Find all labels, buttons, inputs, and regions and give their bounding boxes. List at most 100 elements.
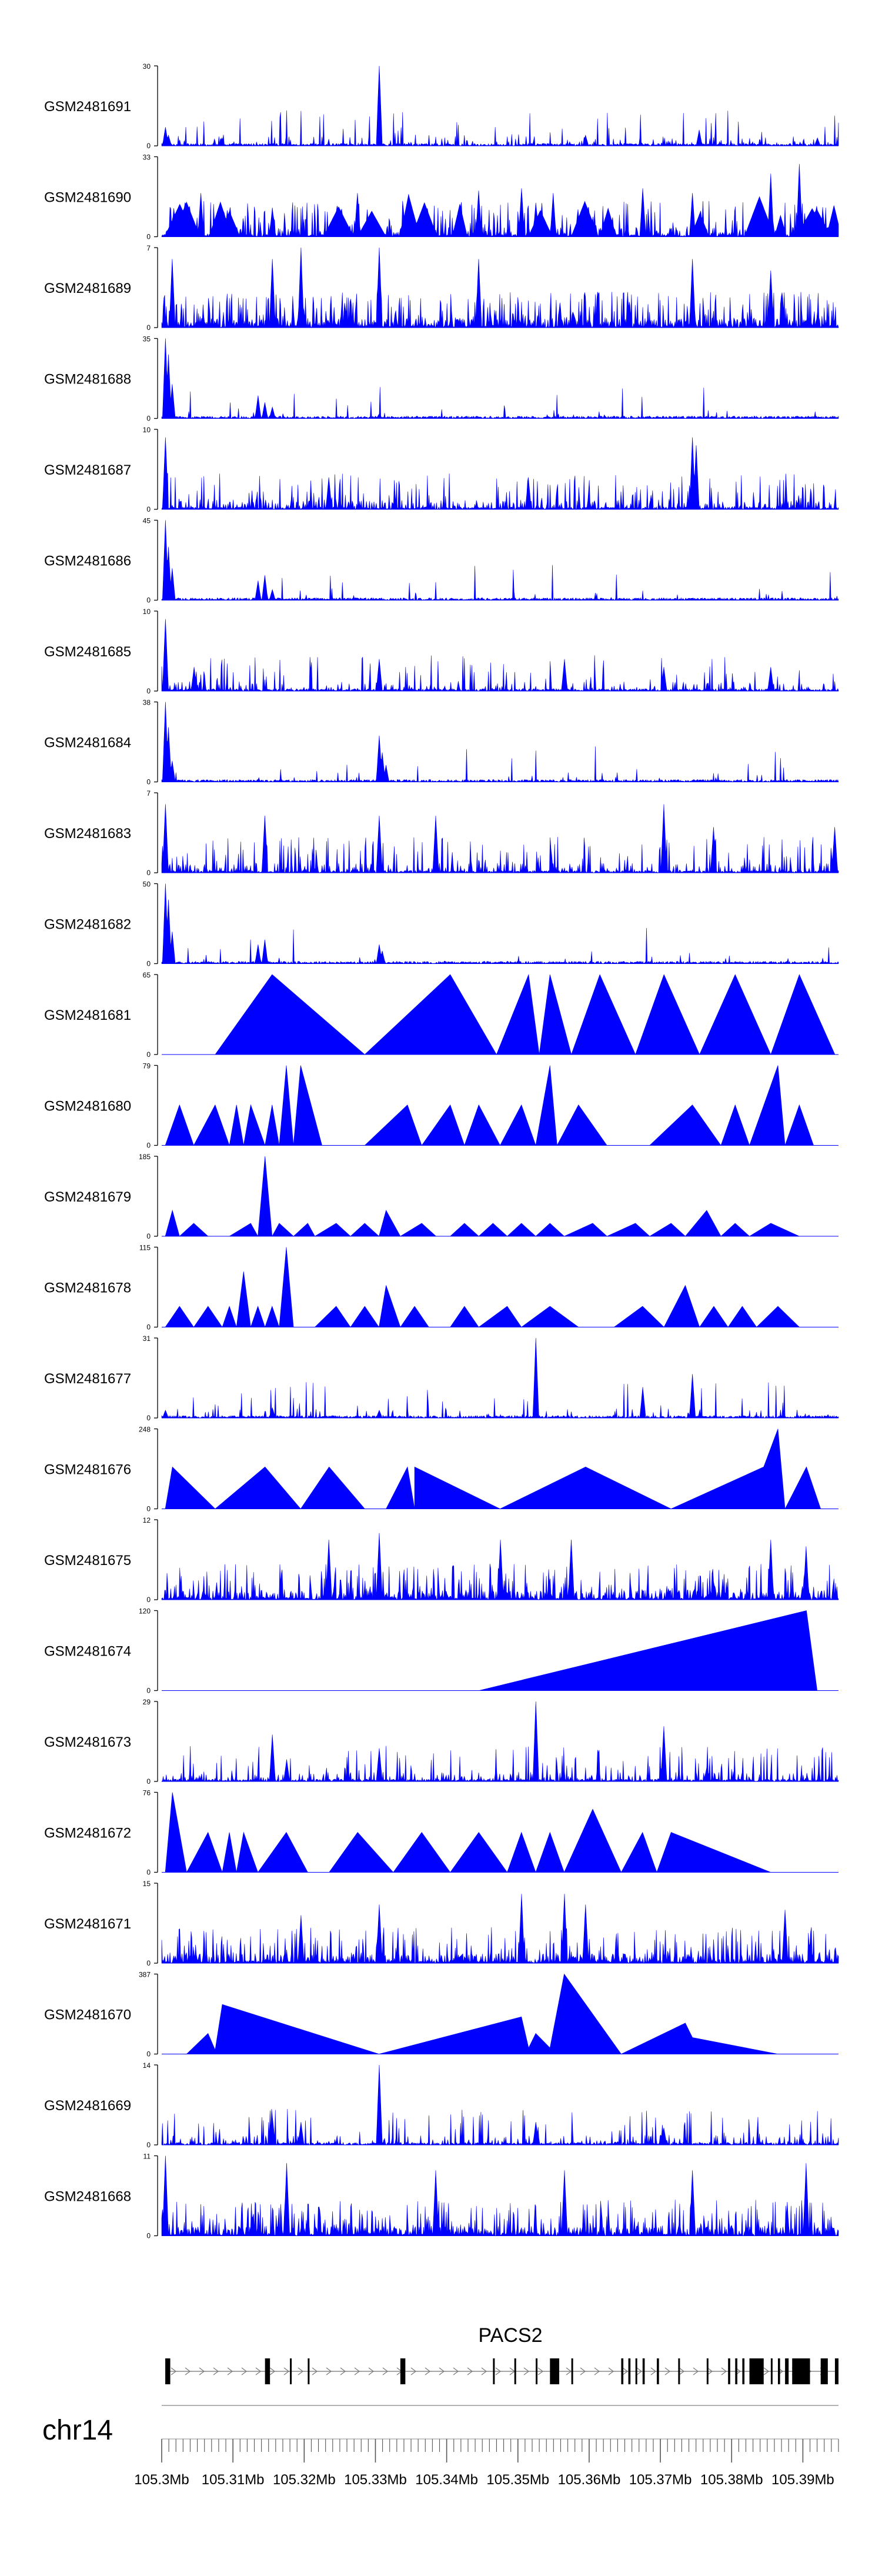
strand-arrow [410,2367,417,2375]
exon [400,2358,406,2384]
strand-arrow [439,2367,445,2375]
y-min-label: 0 [146,687,151,695]
y-max-label: 33 [143,154,151,162]
signal-area [165,1247,800,1328]
exon [728,2358,730,2384]
y-min-label: 0 [146,1868,151,1877]
strand-arrow [763,2367,770,2375]
strand-arrow [269,2367,276,2375]
track-label: GSM2481687 [44,462,131,478]
exon [571,2358,573,2384]
signal-area [161,1894,839,1964]
track-label: GSM2481689 [44,281,131,296]
y-min-label: 0 [146,1596,151,1604]
signal-area [161,338,839,419]
strand-arrow [707,2367,713,2375]
strand-arrow [566,2367,572,2375]
signal-area [161,2155,839,2237]
strand-arrow [594,2367,600,2375]
strand-arrow [523,2367,530,2375]
track-label: GSM2481678 [44,1280,131,1296]
y-min-label: 0 [146,1505,151,1513]
exon [493,2358,495,2384]
exon [657,2358,659,2384]
gene-model-track: PACS2 [165,2324,838,2384]
signal-area [161,883,839,965]
strand-arrow [608,2367,614,2375]
y-max-label: 31 [143,1334,151,1343]
y-min-label: 0 [146,142,151,150]
track-GSM2481687: GSM2481687 10 0 [44,426,839,513]
y-max-label: 65 [143,971,151,979]
y-min-label: 0 [146,1232,151,1240]
track-label: GSM2481673 [44,1734,131,1750]
y-max-label: 29 [143,1698,151,1706]
y-max-label: 15 [143,1880,151,1888]
y-max-label: 7 [146,244,151,252]
signal-area [161,1701,839,1782]
signal-area [215,973,836,1056]
y-max-label: 248 [139,1426,151,1434]
signal-area [161,1533,839,1601]
strand-arrow [227,2367,233,2375]
track-GSM2481677: GSM2481677 31 0 [44,1334,839,1422]
x-tick-label: 105.32Mb [273,2472,336,2488]
strand-arrow [326,2367,332,2375]
strand-arrow [185,2367,191,2375]
exon [770,2358,773,2384]
strand-arrow [467,2367,473,2375]
track-label: GSM2481677 [44,1371,131,1387]
track-GSM2481678: GSM2481678 115 0 [44,1244,838,1332]
track-label: GSM2481681 [44,1007,131,1023]
track-GSM2481681: GSM2481681 65 0 [44,971,838,1059]
track-GSM2481680: GSM2481680 79 0 [44,1062,838,1150]
track-label: GSM2481668 [44,2189,131,2205]
track-label: GSM2481685 [44,644,131,660]
track-label: GSM2481672 [44,1826,131,1841]
x-tick-label: 105.33Mb [344,2472,407,2488]
track-label: GSM2481669 [44,2098,131,2114]
signal-area [161,247,839,328]
track-GSM2481679: GSM2481679 185 0 [44,1153,838,1240]
y-min-label: 0 [146,2050,151,2058]
track-label: GSM2481676 [44,1462,131,1478]
track-GSM2481672: GSM2481672 76 0 [44,1789,838,1877]
y-max-label: 35 [143,335,151,343]
exon [290,2358,292,2384]
y-min-label: 0 [146,233,151,241]
track-GSM2481671: GSM2481671 15 0 [44,1880,839,1967]
track-GSM2481674: GSM2481674 120 0 [44,1607,838,1695]
exon [678,2358,680,2384]
track-label: GSM2481675 [44,1553,131,1569]
x-tick-label: 105.36Mb [558,2472,621,2488]
strand-arrow [241,2367,248,2375]
y-min-label: 0 [146,778,151,786]
strand-arrow [580,2367,586,2375]
strand-arrow [693,2367,699,2375]
y-max-label: 14 [143,2061,151,2070]
y-min-label: 0 [146,1050,151,1059]
y-min-label: 0 [146,2232,151,2240]
track-label: GSM2481670 [44,2007,131,2023]
x-tick-label: 105.3Mb [134,2472,189,2488]
exon [706,2358,709,2384]
y-max-label: 10 [143,426,151,434]
y-max-label: 120 [139,1607,151,1616]
signal-area [165,1156,800,1237]
track-label: GSM2481679 [44,1189,131,1205]
y-min-label: 0 [146,505,151,513]
y-max-label: 115 [139,1244,151,1252]
genomic-axis: 105.3Mb 105.31Mb 105.32Mb 105.33Mb 105.34Mb 1… [134,2438,839,2488]
y-max-label: 50 [143,880,151,889]
signal-area [165,1065,814,1146]
exon [742,2358,745,2384]
y-max-label: 30 [143,62,151,71]
y-min-label: 0 [146,1323,151,1332]
y-max-label: 185 [139,1153,151,1161]
signal-area [161,702,839,783]
strand-arrow [312,2367,318,2375]
x-tick-label: 105.39Mb [771,2472,834,2488]
track-GSM2481685: GSM2481685 10 0 [44,608,839,695]
signal-area [165,1429,821,1510]
